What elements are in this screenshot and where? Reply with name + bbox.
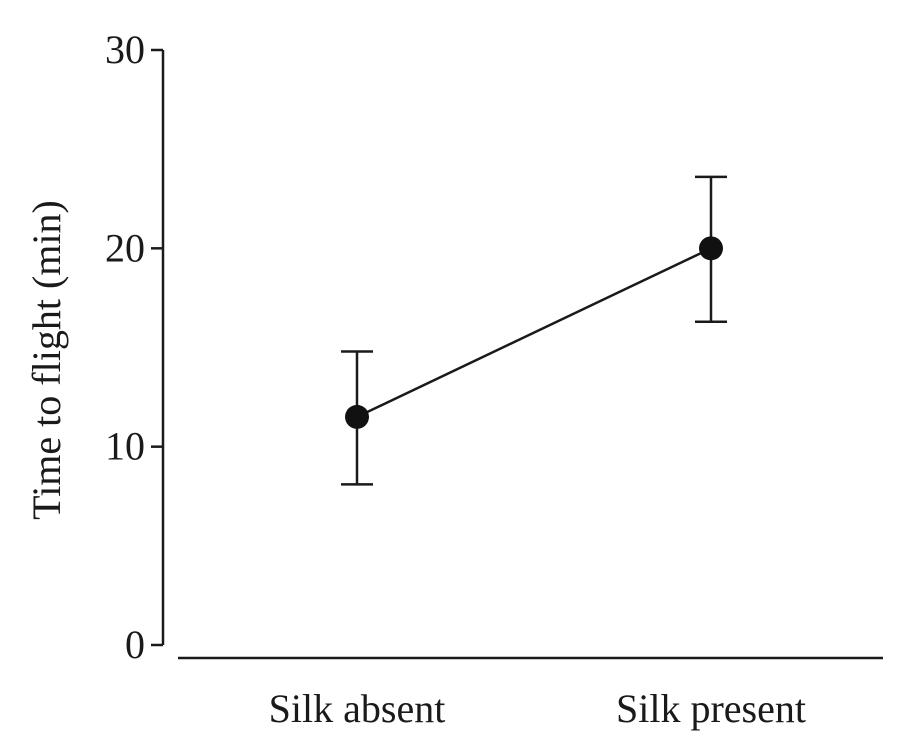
y-axis-title: Time to flight (min) bbox=[24, 200, 69, 520]
x-tick-label: Silk present bbox=[616, 686, 806, 731]
y-axis: 0 10 20 30 bbox=[105, 27, 165, 667]
data-point bbox=[699, 236, 723, 261]
series-line bbox=[356, 247, 712, 419]
y-ticks: 0 10 20 30 bbox=[105, 27, 163, 667]
plot-area bbox=[341, 175, 727, 486]
data-point bbox=[345, 404, 369, 429]
y-tick-label: 10 bbox=[105, 424, 145, 469]
x-tick-label: Silk absent bbox=[269, 686, 446, 731]
y-tick-label: 0 bbox=[125, 622, 145, 667]
x-tick-labels: Silk absent Silk present bbox=[269, 686, 806, 731]
y-tick-label: 20 bbox=[105, 225, 145, 270]
x-axis: Silk absent Silk present bbox=[178, 656, 883, 731]
y-tick-label: 30 bbox=[105, 27, 145, 72]
